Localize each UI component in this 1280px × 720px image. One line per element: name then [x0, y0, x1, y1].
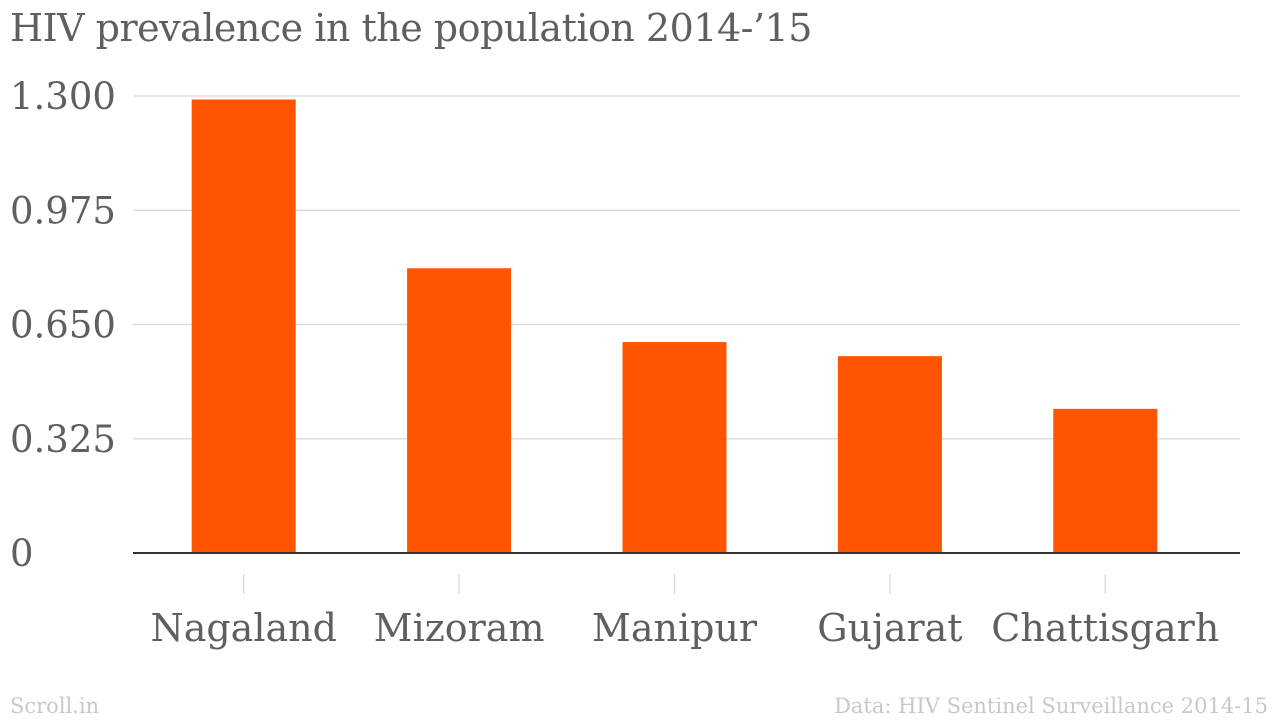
chart-title: HIV prevalence in the population 2014-’1… — [10, 6, 812, 50]
brand-label: Scroll.in — [10, 694, 100, 718]
x-axis-ticks: Nagaland Mizoram Manipur Gujarat Chattisgarh — [150, 574, 1219, 650]
x-tick-label: Chattisgarh — [991, 606, 1219, 650]
x-tick-label: Gujarat — [817, 606, 962, 650]
bar-mizoram — [407, 268, 512, 553]
bar-nagaland — [191, 99, 296, 553]
bar-chattisgarh — [1053, 408, 1158, 553]
y-tick-label: 0 — [10, 532, 34, 575]
y-axis-ticks: 0 0.325 0.650 0.975 1.300 — [10, 75, 116, 575]
source-label: Data: HIV Sentinel Surveillance 2014-15 — [834, 694, 1268, 718]
y-tick-label: 1.300 — [10, 75, 116, 118]
y-tick-label: 0.650 — [10, 304, 116, 347]
bar-manipur — [622, 342, 727, 553]
y-tick-label: 0.325 — [10, 418, 116, 461]
x-tick-label: Nagaland — [150, 606, 337, 650]
x-tick-label: Manipur — [592, 606, 758, 650]
bars — [191, 99, 1158, 553]
bar-gujarat — [837, 356, 942, 553]
y-tick-label: 0.975 — [10, 189, 116, 232]
x-tick-label: Mizoram — [374, 606, 545, 650]
